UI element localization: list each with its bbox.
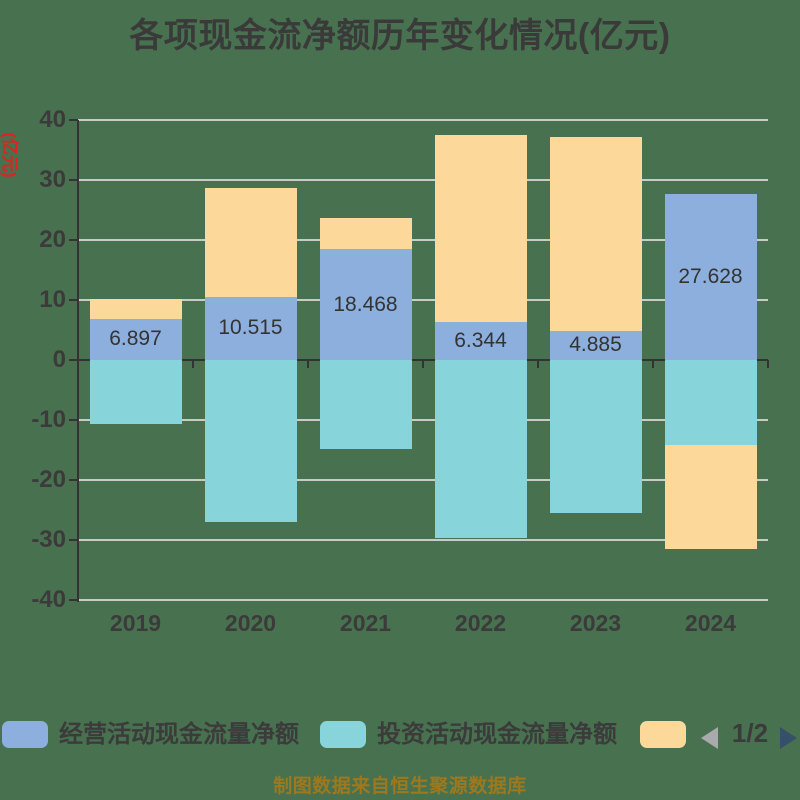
bar-segment-series2-2024 xyxy=(664,360,757,446)
bar-segment-series3-2022 xyxy=(434,134,527,322)
bar-segment-series3-2023 xyxy=(549,136,642,331)
bar-value-label-2021: 18.468 xyxy=(333,292,398,316)
x-axis-label-2023: 2023 xyxy=(569,610,622,636)
legend-label-investing: 投资活动现金流量净额 xyxy=(377,721,617,748)
gridline--20 xyxy=(78,479,768,481)
y-axis-label-10: 10 xyxy=(39,286,66,313)
bar-segment-series3-2019 xyxy=(89,298,182,319)
x-axis-tick-1 xyxy=(192,360,194,368)
bar-segment-series2-2019 xyxy=(89,360,182,425)
y-axis-label-30: 30 xyxy=(39,166,66,193)
bar-segment-series1-2019: 6.897 xyxy=(89,318,182,360)
y-axis-tick-30 xyxy=(69,179,78,181)
bar-segment-series1-2022: 6.344 xyxy=(434,321,527,360)
bar-segment-series2-2021 xyxy=(319,360,412,449)
legend-item-financing-cashflow[interactable] xyxy=(640,721,697,748)
gridline-10 xyxy=(78,299,768,301)
y-axis-label--10: -10 xyxy=(31,406,66,433)
bar-segment-series3-2020 xyxy=(204,187,297,297)
legend-swatch-investing-icon xyxy=(320,721,366,748)
y-axis-tick-20 xyxy=(69,239,78,241)
bar-segment-series2-2023 xyxy=(549,360,642,513)
y-axis-label--40: -40 xyxy=(31,586,66,613)
legend-label-operating: 经营活动现金流量净额 xyxy=(59,721,299,748)
legend-next-page-icon[interactable] xyxy=(780,727,797,749)
bar-segment-series1-2024: 27.628 xyxy=(664,194,757,360)
y-axis-tick--40 xyxy=(69,599,78,601)
bar-value-label-2022: 6.344 xyxy=(454,328,507,352)
y-axis-label-40: 40 xyxy=(39,106,66,133)
y-axis-tick--20 xyxy=(69,479,78,481)
bar-segment-series3-2024 xyxy=(664,445,757,549)
y-axis-label--20: -20 xyxy=(31,466,66,493)
bar-segment-series3-2021 xyxy=(319,217,412,250)
legend-swatch-operating-icon xyxy=(2,721,48,748)
x-axis-label-2019: 2019 xyxy=(109,610,162,636)
bar-segment-series2-2022 xyxy=(434,360,527,538)
x-axis-label-2022: 2022 xyxy=(454,610,507,636)
gridline-30 xyxy=(78,179,768,181)
y-axis-tick-0 xyxy=(69,359,78,361)
bar-value-label-2019: 6.897 xyxy=(109,327,162,351)
chart-title: 各项现金流净额历年变化情况(亿元) xyxy=(129,17,671,55)
y-axis-label-20: 20 xyxy=(39,226,66,253)
y-axis-tick-10 xyxy=(69,299,78,301)
legend-swatch-financing-icon xyxy=(640,721,686,748)
y-axis-label--30: -30 xyxy=(31,526,66,553)
bar-value-label-2024: 27.628 xyxy=(678,265,743,289)
x-axis-label-2021: 2021 xyxy=(339,610,392,636)
x-axis-tick-2 xyxy=(307,360,309,368)
gridline--30 xyxy=(78,539,768,541)
legend-page-indicator: 1/2 xyxy=(731,718,769,748)
x-axis-tick-5 xyxy=(652,360,654,368)
data-source-note: 制图数据来自恒生聚源数据库 xyxy=(273,776,527,797)
y-axis-tick-40 xyxy=(69,119,78,121)
y-axis-tick--10 xyxy=(69,419,78,421)
bar-value-label-2023: 4.885 xyxy=(569,333,622,357)
gridline-20 xyxy=(78,239,768,241)
bar-segment-series1-2020: 10.515 xyxy=(204,296,297,360)
bar-segment-series2-2020 xyxy=(204,360,297,522)
x-axis-tick-6 xyxy=(767,360,769,368)
gridline-40 xyxy=(78,119,768,121)
x-axis-tick-3 xyxy=(422,360,424,368)
legend-item-investing-cashflow[interactable]: 投资活动现金流量净额 xyxy=(320,721,617,748)
legend-item-operating-cashflow[interactable]: 经营活动现金流量净额 xyxy=(2,721,299,748)
bar-value-label-2020: 10.515 xyxy=(218,316,283,340)
bar-segment-series1-2021: 18.468 xyxy=(319,249,412,360)
gridline--10 xyxy=(78,419,768,421)
y-axis-tick--30 xyxy=(69,539,78,541)
x-axis-tick-4 xyxy=(537,360,539,368)
legend-prev-page-icon[interactable] xyxy=(701,727,718,749)
gridline--40 xyxy=(78,599,768,601)
x-axis-label-2024: 2024 xyxy=(684,610,737,636)
bar-segment-series1-2023: 4.885 xyxy=(549,330,642,360)
x-axis-label-2020: 2020 xyxy=(224,610,277,636)
x-axis-tick-0 xyxy=(77,360,79,368)
y-axis-label-0: 0 xyxy=(52,346,66,373)
